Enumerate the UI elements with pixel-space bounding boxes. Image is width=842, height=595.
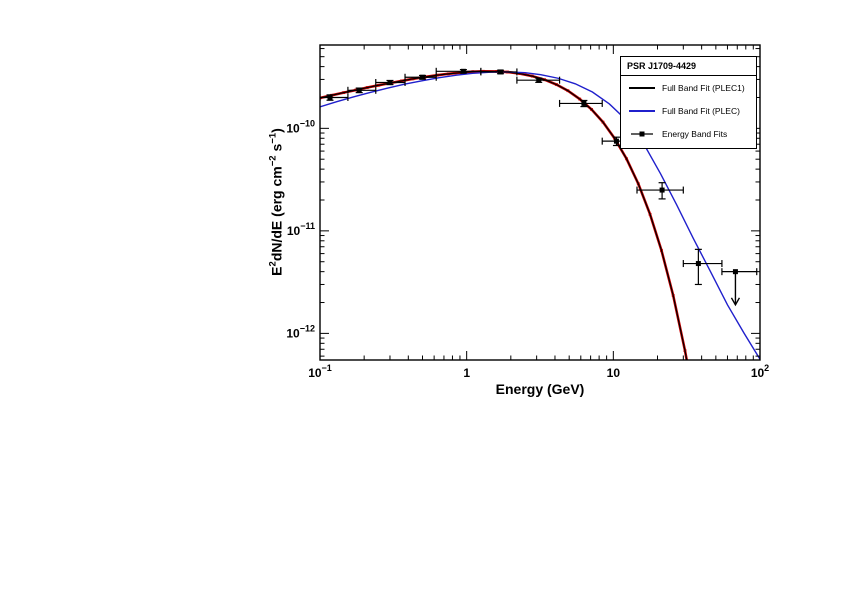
svg-text:10−11: 10−11 [287, 221, 315, 238]
legend-label-band-fits: Energy Band Fits [662, 128, 728, 139]
plec1-line-sample [629, 87, 655, 89]
svg-text:1: 1 [463, 366, 470, 380]
y-axis-title: E2dN/dE (erg cm−2 s−1) [267, 128, 285, 276]
plec-line-sample [629, 110, 655, 112]
legend-entry-plec1: Full Band Fit (PLEC1) [621, 76, 756, 99]
legend: PSR J1709-4429 Full Band Fit (PLEC1) Ful… [620, 56, 757, 149]
legend-label-plec1: Full Band Fit (PLEC1) [662, 82, 745, 93]
svg-text:10−1: 10−1 [308, 363, 332, 380]
legend-label-plec: Full Band Fit (PLEC) [662, 105, 740, 116]
legend-title: PSR J1709-4429 [621, 57, 756, 76]
legend-entry-band-fits: Energy Band Fits [621, 122, 756, 145]
legend-entry-plec: Full Band Fit (PLEC) [621, 99, 756, 122]
svg-text:10: 10 [607, 366, 621, 380]
svg-text:10−10: 10−10 [286, 118, 315, 135]
x-axis-title: Energy (GeV) [495, 381, 585, 397]
svg-text:102: 102 [751, 363, 769, 380]
svg-text:10−12: 10−12 [286, 323, 315, 340]
energy-band-marker-sample [631, 131, 653, 137]
